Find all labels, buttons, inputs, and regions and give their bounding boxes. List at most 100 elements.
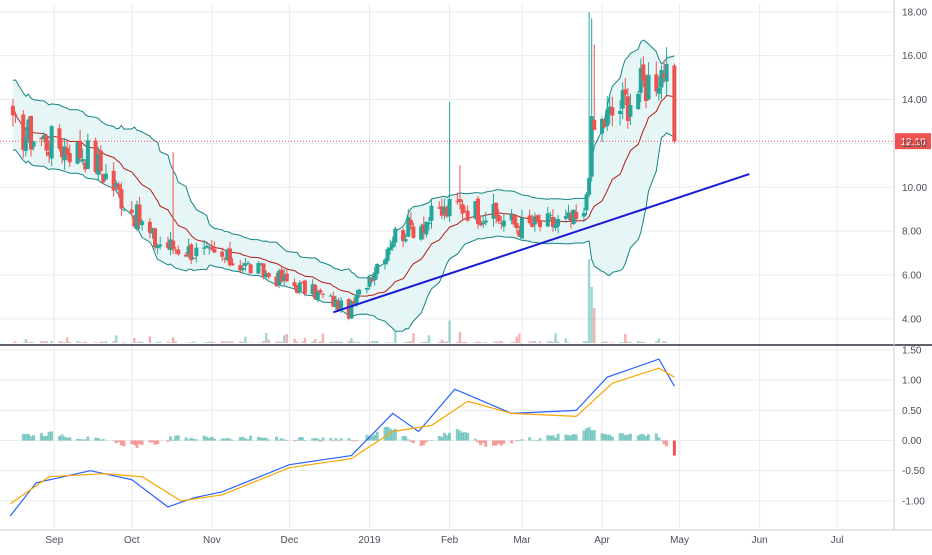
price-tick-label: 18.00 — [902, 7, 927, 18]
macd-histogram-bar — [58, 436, 61, 441]
macd-histogram-bar — [169, 437, 172, 441]
volume-bar — [516, 337, 518, 343]
macd-histogram-bar — [241, 437, 244, 441]
volume-bar — [510, 342, 512, 343]
macd-histogram-bar — [259, 438, 262, 441]
macd-histogram-bar — [244, 438, 247, 440]
macd-histogram-bar — [195, 439, 198, 440]
candle-body — [393, 229, 397, 243]
macd-histogram-bar — [551, 435, 554, 440]
volume-bar — [495, 341, 497, 343]
volume-bar — [601, 342, 603, 343]
volume-bar — [69, 342, 71, 343]
volume-bar — [304, 338, 306, 343]
candle-body — [86, 140, 90, 169]
macd-histogram-bar — [115, 441, 118, 444]
time-tick-label: 2019 — [358, 535, 381, 546]
volume-bar — [242, 342, 244, 343]
volume-bar — [193, 342, 195, 343]
macd-histogram-bar — [420, 441, 423, 446]
macd-histogram-bar — [267, 439, 270, 440]
macd-histogram-bar — [22, 434, 25, 440]
macd-histogram-bar — [303, 440, 306, 441]
volume-bar — [446, 341, 448, 343]
candle-body — [238, 265, 242, 270]
time-tick-label: May — [670, 535, 689, 546]
macd-histogram-bar — [409, 441, 412, 442]
candle-body — [388, 247, 392, 250]
time-tick-label: Oct — [124, 535, 140, 546]
macd-tick-label: 1.50 — [902, 346, 922, 357]
macd-histogram-bar — [228, 439, 231, 441]
volume-bar — [61, 342, 63, 343]
macd-histogram-bar — [601, 433, 604, 440]
macd-histogram-bar — [448, 433, 451, 441]
macd-histogram-bar — [187, 439, 190, 440]
macd-histogram-bar — [50, 431, 53, 440]
volume-bar — [25, 339, 27, 343]
candle-body — [241, 268, 245, 270]
volume-bar — [174, 341, 176, 343]
candle-body — [130, 210, 134, 214]
candle-body — [112, 171, 116, 191]
volume-bar — [673, 342, 675, 343]
volume-bar — [534, 341, 536, 343]
candle-body — [231, 263, 235, 265]
volume-bar — [296, 341, 298, 343]
macd-histogram-bar — [603, 434, 606, 441]
volume-bar — [45, 341, 47, 343]
macd-histogram-bar — [283, 439, 286, 440]
candle-body — [316, 291, 320, 299]
macd-histogram-bar — [249, 436, 252, 441]
volume-bar — [603, 341, 605, 343]
volume-bar — [386, 342, 388, 343]
macd-histogram-bar — [99, 440, 102, 441]
macd-histogram-bar — [27, 434, 30, 441]
macd-histogram-bar — [154, 441, 157, 445]
macd-histogram-bar — [151, 441, 154, 443]
price-tick-label: 16.00 — [902, 51, 927, 62]
candle-body — [246, 263, 250, 264]
candle-body — [81, 159, 85, 162]
volume-bar — [335, 342, 337, 343]
macd-histogram-bar — [440, 437, 443, 441]
macd-histogram-bar — [148, 441, 151, 443]
macd-histogram-bar — [536, 440, 539, 441]
macd-histogram-bar — [76, 439, 79, 441]
volume-bar — [441, 340, 443, 343]
volume-bar — [588, 259, 590, 343]
macd-histogram-bar — [32, 435, 35, 440]
macd-histogram-bar — [293, 441, 296, 442]
macd-histogram-bar — [639, 434, 642, 441]
volume-bar — [477, 341, 479, 343]
volume-bar — [268, 340, 270, 343]
macd-histogram-bar — [239, 437, 242, 440]
macd-histogram-bar — [621, 433, 624, 440]
macd-histogram-bar — [97, 438, 100, 441]
macd-histogram-bar — [528, 437, 531, 440]
candle-body — [657, 88, 661, 94]
time-tick-label: Apr — [594, 535, 610, 546]
macd-histogram-bar — [546, 435, 549, 440]
candle-body — [122, 209, 126, 210]
candle-body — [494, 203, 498, 216]
macd-histogram-bar — [262, 438, 265, 441]
volume-bar — [123, 342, 125, 343]
candle-body — [409, 220, 413, 226]
volume-bar — [275, 342, 277, 343]
time-tick-label: Mar — [513, 535, 531, 546]
macd-histogram-bar — [319, 441, 322, 442]
volume-bar — [66, 337, 68, 343]
macd-histogram-bar — [205, 437, 208, 441]
candle-body — [448, 199, 452, 216]
macd-histogram-bar — [86, 437, 89, 441]
volume-bar — [348, 341, 350, 343]
volume-bar — [350, 338, 352, 343]
macd-histogram-bar — [590, 430, 593, 440]
volume-bar — [355, 342, 357, 343]
macd-histogram-bar — [655, 433, 658, 440]
macd-histogram-bar — [570, 435, 573, 440]
macd-histogram-bar — [510, 441, 513, 444]
macd-histogram-bar — [355, 440, 358, 441]
